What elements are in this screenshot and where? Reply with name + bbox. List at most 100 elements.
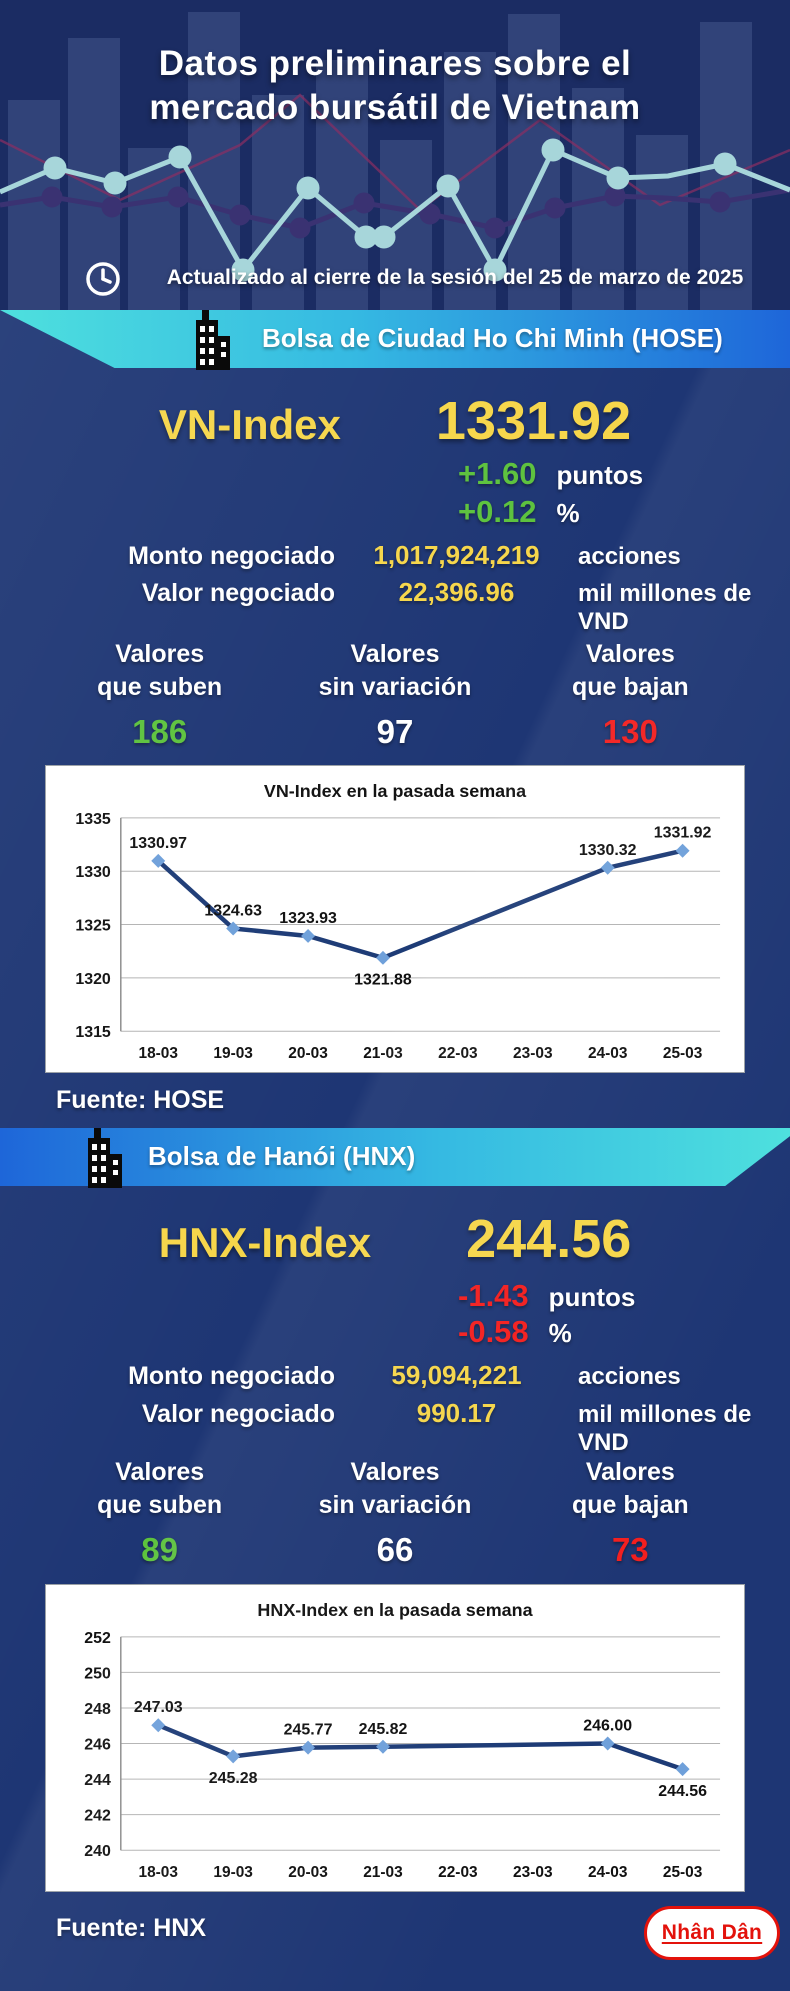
data-point-label: 1330.97 bbox=[129, 835, 187, 852]
building-icon bbox=[88, 1128, 122, 1188]
hose-advancers-label-line2: que suben bbox=[97, 673, 223, 701]
hnx-turnover-unit: mil millones de VND bbox=[578, 1401, 752, 1456]
data-point-marker bbox=[151, 1718, 166, 1733]
data-point-marker bbox=[301, 928, 316, 943]
index-line bbox=[156, 1722, 685, 1772]
hnx-advancers-label-line1: Valores bbox=[115, 1458, 205, 1486]
x-tick-label: 22-03 bbox=[438, 1045, 478, 1062]
hnx-change-points-value: -1.43 bbox=[458, 1278, 529, 1313]
data-point-label: 1321.88 bbox=[354, 972, 412, 989]
x-tick-label: 19-03 bbox=[213, 1864, 253, 1881]
vn-change-points-unit: puntos bbox=[556, 460, 644, 490]
vn-index-value: 1331.92 bbox=[435, 391, 632, 451]
x-tick-label: 19-03 bbox=[213, 1045, 253, 1062]
page-title-line1: Datos preliminares sobre el bbox=[158, 44, 632, 83]
vn-index-change-points: +1.60 puntos bbox=[458, 456, 643, 492]
vn-change-percent-unit: % bbox=[556, 498, 580, 528]
hose-market-breadth: Valores que suben 186 Valores sin variac… bbox=[0, 638, 790, 751]
hose-advancers-label-line1: Valores bbox=[115, 640, 205, 668]
hose-advancers-count: 186 bbox=[132, 713, 188, 750]
data-point-label: 1331.92 bbox=[654, 825, 712, 842]
data-point-label: 245.28 bbox=[209, 1770, 258, 1787]
hose-banner: Bolsa de Ciudad Ho Chi Minh (HOSE) bbox=[0, 310, 790, 370]
data-point-marker bbox=[600, 1736, 615, 1751]
x-tick-label: 21-03 bbox=[363, 1045, 403, 1062]
hnx-advancers: Valores que suben 89 bbox=[42, 1456, 277, 1569]
y-tick-label: 242 bbox=[84, 1808, 111, 1825]
y-tick-label: 1320 bbox=[75, 971, 111, 988]
nhan-dan-logo-text: Nhân Dân bbox=[661, 1921, 763, 1944]
hose-turnover-unit: mil millones de VND bbox=[578, 580, 752, 635]
hnx-banner-label: Bolsa de Hanói (HNX) bbox=[148, 1141, 416, 1171]
nhan-dan-logo: Nhân Dân bbox=[644, 1906, 780, 1960]
hnx-source: Fuente: HNX bbox=[56, 1914, 206, 1942]
hose-advancers: Valores que suben 186 bbox=[42, 638, 277, 751]
hnx-volume-unit: acciones bbox=[578, 1363, 681, 1390]
hose-banner-label: Bolsa de Ciudad Ho Chi Minh (HOSE) bbox=[262, 323, 723, 353]
y-tick-label: 250 bbox=[84, 1665, 111, 1682]
x-tick-label: 23-03 bbox=[513, 1045, 553, 1062]
vn-change-percent-value: +0.12 bbox=[458, 494, 537, 529]
x-tick-label: 24-03 bbox=[588, 1045, 628, 1062]
hnx-advancers-count: 89 bbox=[141, 1531, 179, 1568]
chart-title: HNX-Index en la pasada semana bbox=[257, 1600, 533, 1620]
hose-decliners: Valores que bajan 130 bbox=[513, 638, 748, 751]
x-tick-label: 18-03 bbox=[139, 1045, 179, 1062]
hose-banner-background bbox=[0, 310, 790, 368]
hnx-volume-value: 59,094,221 bbox=[391, 1360, 522, 1390]
hnx-index-change-percent: -0.58 % bbox=[458, 1314, 572, 1350]
y-tick-label: 248 bbox=[84, 1701, 111, 1718]
data-point-label: 244.56 bbox=[658, 1783, 707, 1800]
hnx-index-weekly-line-chart: HNX-Index en la pasada semana 252 250 248 24… bbox=[46, 1585, 744, 1892]
hnx-unchanged: Valores sin variación 66 bbox=[277, 1456, 512, 1569]
hnx-unchanged-label-line2: sin variación bbox=[318, 1491, 472, 1519]
vn-change-points-value: +1.60 bbox=[458, 456, 537, 491]
hose-volume-label: Monto negociado bbox=[128, 542, 335, 570]
hnx-change-percent-unit: % bbox=[548, 1318, 572, 1348]
data-point-label: 1324.63 bbox=[204, 903, 262, 920]
y-tick-label: 240 bbox=[84, 1843, 111, 1860]
hnx-index-value: 244.56 bbox=[466, 1209, 632, 1269]
hnx-decliners-label-line2: que bajan bbox=[571, 1491, 689, 1519]
y-tick-label: 1330 bbox=[75, 864, 111, 881]
vn-index-chart-card: VN-Index en la pasada semana 1335 1330 1325… bbox=[45, 765, 745, 1073]
update-row: Actualizado al cierre de la sesión del 2… bbox=[0, 258, 790, 302]
hose-volume-value: 1,017,924,219 bbox=[373, 540, 540, 570]
hnx-change-points-unit: puntos bbox=[548, 1282, 636, 1312]
header: Datos preliminares sobre el mercado burs… bbox=[0, 0, 790, 310]
data-point-marker bbox=[375, 1739, 390, 1754]
hose-decliners-label-line2: que bajan bbox=[571, 673, 689, 701]
x-tick-label: 21-03 bbox=[363, 1864, 403, 1881]
hnx-unchanged-count: 66 bbox=[376, 1531, 414, 1568]
data-point-label: 245.82 bbox=[359, 1721, 408, 1738]
hnx-index-change-points: -1.43 puntos bbox=[458, 1278, 635, 1314]
hnx-decliners-label-line1: Valores bbox=[585, 1458, 675, 1486]
index-line bbox=[156, 848, 685, 961]
hose-unchanged: Valores sin variación 97 bbox=[277, 638, 512, 751]
updated-at-text: Actualizado al cierre de la sesión del 2… bbox=[166, 266, 744, 289]
hose-volume-unit: acciones bbox=[578, 543, 681, 570]
hose-volume-row: Monto negociado 1,017,924,219 acciones bbox=[0, 540, 790, 571]
data-point-marker bbox=[600, 860, 615, 875]
data-point-marker bbox=[301, 1740, 316, 1755]
x-tick-label: 18-03 bbox=[139, 1864, 179, 1881]
hnx-index-chart-card: HNX-Index en la pasada semana 252 250 248 24… bbox=[45, 1584, 745, 1892]
hnx-advancers-label-line2: que suben bbox=[97, 1491, 223, 1519]
hnx-turnover-value: 990.17 bbox=[416, 1398, 497, 1428]
x-tick-label: 22-03 bbox=[438, 1864, 478, 1881]
x-tick-label: 23-03 bbox=[513, 1864, 553, 1881]
page-title-line2: mercado bursátil de Vietnam bbox=[149, 87, 641, 127]
hose-decliners-label-line1: Valores bbox=[585, 640, 675, 668]
data-point-marker bbox=[226, 1749, 241, 1764]
hose-turnover-value: 22,396.96 bbox=[398, 577, 515, 607]
hnx-volume-row: Monto negociado 59,094,221 acciones bbox=[0, 1360, 790, 1391]
data-point-label: 247.03 bbox=[134, 1699, 183, 1716]
data-point-label: 245.77 bbox=[284, 1722, 333, 1739]
data-point-marker bbox=[675, 843, 690, 858]
x-tick-label: 20-03 bbox=[288, 1864, 328, 1881]
hnx-volume-label: Monto negociado bbox=[128, 1362, 335, 1390]
page-title: Datos preliminares sobre el mercado burs… bbox=[0, 42, 790, 130]
hnx-banner: Bolsa de Hanói (HNX) bbox=[0, 1128, 790, 1188]
hnx-unchanged-label-line1: Valores bbox=[350, 1458, 440, 1486]
clock-icon bbox=[86, 262, 120, 296]
